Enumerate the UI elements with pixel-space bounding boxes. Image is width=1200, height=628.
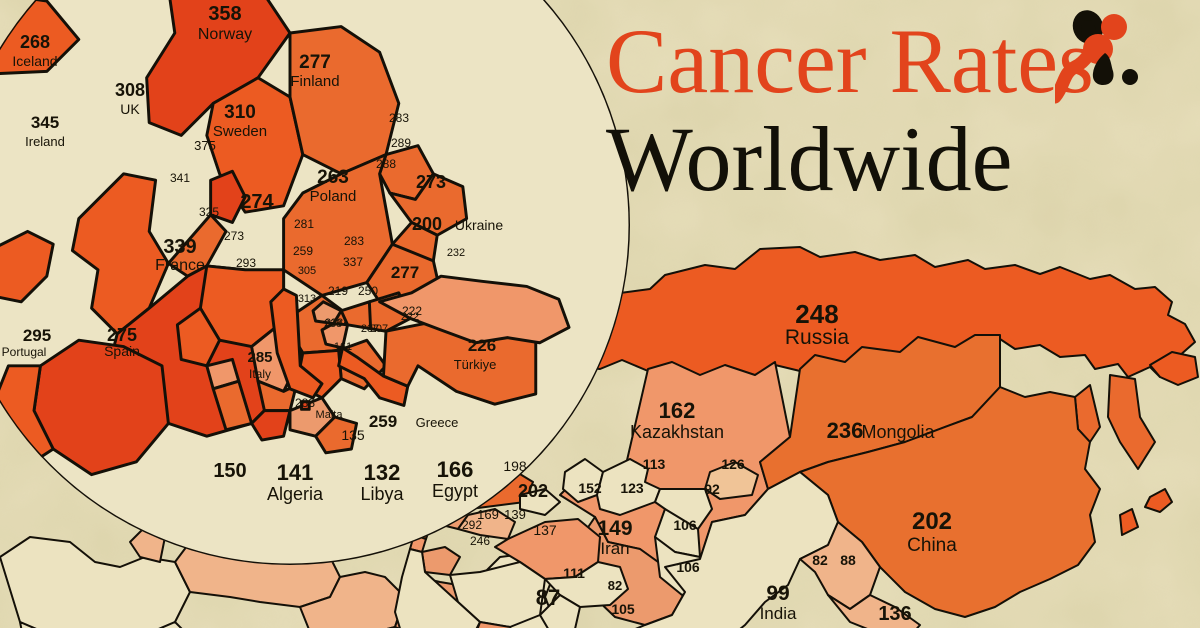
svg-text:293: 293 [236, 256, 256, 270]
svg-text:Ukraine: Ukraine [455, 217, 503, 233]
svg-text:149: 149 [597, 517, 632, 540]
svg-text:Libya: Libya [360, 484, 404, 504]
svg-text:273: 273 [224, 229, 244, 243]
svg-text:Kazakhstan: Kazakhstan [630, 422, 724, 442]
svg-text:268: 268 [20, 32, 50, 52]
svg-text:150: 150 [213, 460, 246, 482]
svg-text:Iceland: Iceland [12, 53, 57, 69]
svg-text:87: 87 [536, 585, 560, 610]
svg-text:222: 222 [402, 304, 422, 318]
svg-text:232: 232 [447, 247, 465, 259]
svg-text:275: 275 [107, 325, 137, 345]
svg-text:Ireland: Ireland [25, 134, 65, 149]
svg-text:137: 137 [533, 522, 557, 538]
svg-text:308: 308 [115, 80, 145, 100]
svg-text:88: 88 [840, 552, 856, 568]
svg-text:345: 345 [31, 113, 59, 132]
svg-text:113: 113 [643, 456, 666, 472]
svg-text:202: 202 [518, 481, 548, 501]
svg-text:106: 106 [676, 559, 700, 575]
svg-text:Egypt: Egypt [432, 481, 478, 501]
svg-text:China: China [907, 535, 957, 556]
svg-text:226: 226 [468, 336, 496, 355]
svg-text:Greece: Greece [416, 415, 459, 430]
svg-text:305: 305 [298, 265, 316, 277]
svg-text:200: 200 [412, 214, 442, 234]
svg-text:111: 111 [563, 565, 585, 581]
svg-text:162: 162 [659, 398, 696, 423]
svg-text:Mongolia: Mongolia [861, 422, 935, 442]
svg-text:358: 358 [208, 3, 241, 25]
svg-text:339: 339 [163, 236, 196, 258]
svg-text:277: 277 [299, 52, 331, 73]
svg-text:238: 238 [324, 318, 342, 330]
svg-text:Russia: Russia [785, 326, 850, 349]
svg-text:198: 198 [503, 458, 527, 474]
svg-text:Sweden: Sweden [213, 123, 267, 140]
svg-text:Iran: Iran [600, 539, 629, 558]
svg-text:105: 105 [611, 601, 635, 617]
svg-text:289: 289 [391, 136, 411, 150]
svg-text:274: 274 [240, 191, 274, 213]
svg-text:288: 288 [376, 157, 396, 171]
svg-text:Türkiye: Türkiye [454, 357, 497, 372]
svg-text:135: 135 [341, 427, 365, 443]
svg-text:250: 250 [358, 284, 378, 298]
svg-text:Italy: Italy [249, 367, 271, 381]
svg-text:219: 219 [328, 284, 348, 298]
svg-text:248: 248 [795, 299, 838, 329]
svg-text:166: 166 [437, 457, 474, 482]
svg-text:106: 106 [673, 517, 697, 533]
svg-text:292: 292 [462, 518, 482, 532]
svg-text:Poland: Poland [310, 188, 357, 205]
svg-text:285: 285 [247, 349, 272, 366]
svg-text:Malta: Malta [316, 409, 344, 421]
svg-text:277: 277 [391, 263, 419, 282]
svg-text:281: 281 [294, 217, 314, 231]
svg-text:263: 263 [317, 167, 349, 188]
svg-text:126: 126 [721, 456, 745, 472]
svg-text:139: 139 [504, 507, 526, 522]
svg-text:375: 375 [194, 138, 216, 153]
svg-text:82: 82 [608, 578, 622, 593]
svg-text:283: 283 [389, 111, 409, 125]
svg-text:236: 236 [827, 418, 864, 443]
svg-text:310: 310 [224, 102, 256, 123]
svg-text:Norway: Norway [198, 26, 252, 43]
svg-text:202: 202 [912, 508, 952, 535]
svg-text:Algeria: Algeria [267, 484, 324, 504]
svg-text:337: 337 [343, 255, 363, 269]
svg-text:313: 313 [298, 293, 316, 305]
svg-text:92: 92 [704, 481, 720, 497]
svg-text:207: 207 [370, 323, 388, 335]
svg-text:99: 99 [766, 582, 789, 605]
svg-text:India: India [760, 604, 797, 623]
svg-text:141: 141 [277, 460, 314, 485]
svg-text:82: 82 [812, 552, 828, 568]
svg-text:123: 123 [620, 480, 644, 496]
svg-text:295: 295 [23, 326, 51, 345]
svg-text:136: 136 [878, 603, 911, 625]
svg-text:341: 341 [170, 171, 190, 185]
svg-text:325: 325 [199, 205, 219, 219]
svg-text:132: 132 [364, 460, 401, 485]
svg-text:246: 246 [470, 534, 490, 548]
svg-text:Spain: Spain [104, 343, 140, 359]
svg-text:France: France [155, 257, 205, 274]
svg-text:283: 283 [295, 396, 315, 410]
svg-text:152: 152 [578, 480, 602, 496]
svg-text:161: 161 [334, 341, 352, 353]
svg-text:Finland: Finland [290, 73, 339, 90]
svg-text:283: 283 [344, 234, 364, 248]
svg-text:273: 273 [416, 172, 446, 192]
svg-text:259: 259 [369, 412, 397, 431]
svg-text:UK: UK [120, 101, 140, 117]
svg-text:Portugal: Portugal [2, 345, 47, 359]
svg-text:259: 259 [293, 244, 313, 258]
